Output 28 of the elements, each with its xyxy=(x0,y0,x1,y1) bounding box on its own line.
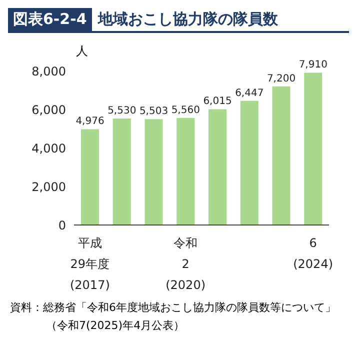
data-label: 5,530 xyxy=(108,106,136,117)
y-tick-label: 0 xyxy=(58,218,66,232)
bar xyxy=(176,118,195,225)
x-tick-label: 平成 29年度 (2017) xyxy=(70,236,110,292)
bar xyxy=(144,119,163,225)
bar xyxy=(112,118,131,225)
bar xyxy=(304,72,322,225)
bar xyxy=(81,129,100,225)
x-tick-label: 令和 2 (2020) xyxy=(166,236,206,292)
bar xyxy=(208,109,227,225)
data-label: 5,560 xyxy=(171,104,200,116)
y-tick-label: 4,000 xyxy=(32,141,66,156)
data-label: 6,447 xyxy=(235,88,264,99)
chart-title: 図表6-2-4 地域おこし協力隊の隊員数 xyxy=(12,9,279,30)
y-tick-label: 2,000 xyxy=(32,180,66,194)
y-tick-label: 6,000 xyxy=(32,102,66,117)
x-tick-label: 6 (2024) xyxy=(293,236,334,271)
text: 資料：総務省「令和6年度地域おこし協力隊の隊員数等について」 xyxy=(9,300,337,316)
data-label: 7,910 xyxy=(298,60,328,71)
y-tick-label: 8,000 xyxy=(32,64,66,78)
text: （令和7(2025)年4月公表） xyxy=(45,318,186,334)
bar xyxy=(240,100,258,225)
y-axis-title: 人 xyxy=(76,43,88,60)
data-label: 5,503 xyxy=(139,106,168,118)
data-label: 6,015 xyxy=(203,96,232,108)
data-label: 4,976 xyxy=(76,116,104,128)
data-label: 7,200 xyxy=(266,73,296,84)
bar xyxy=(272,86,290,225)
